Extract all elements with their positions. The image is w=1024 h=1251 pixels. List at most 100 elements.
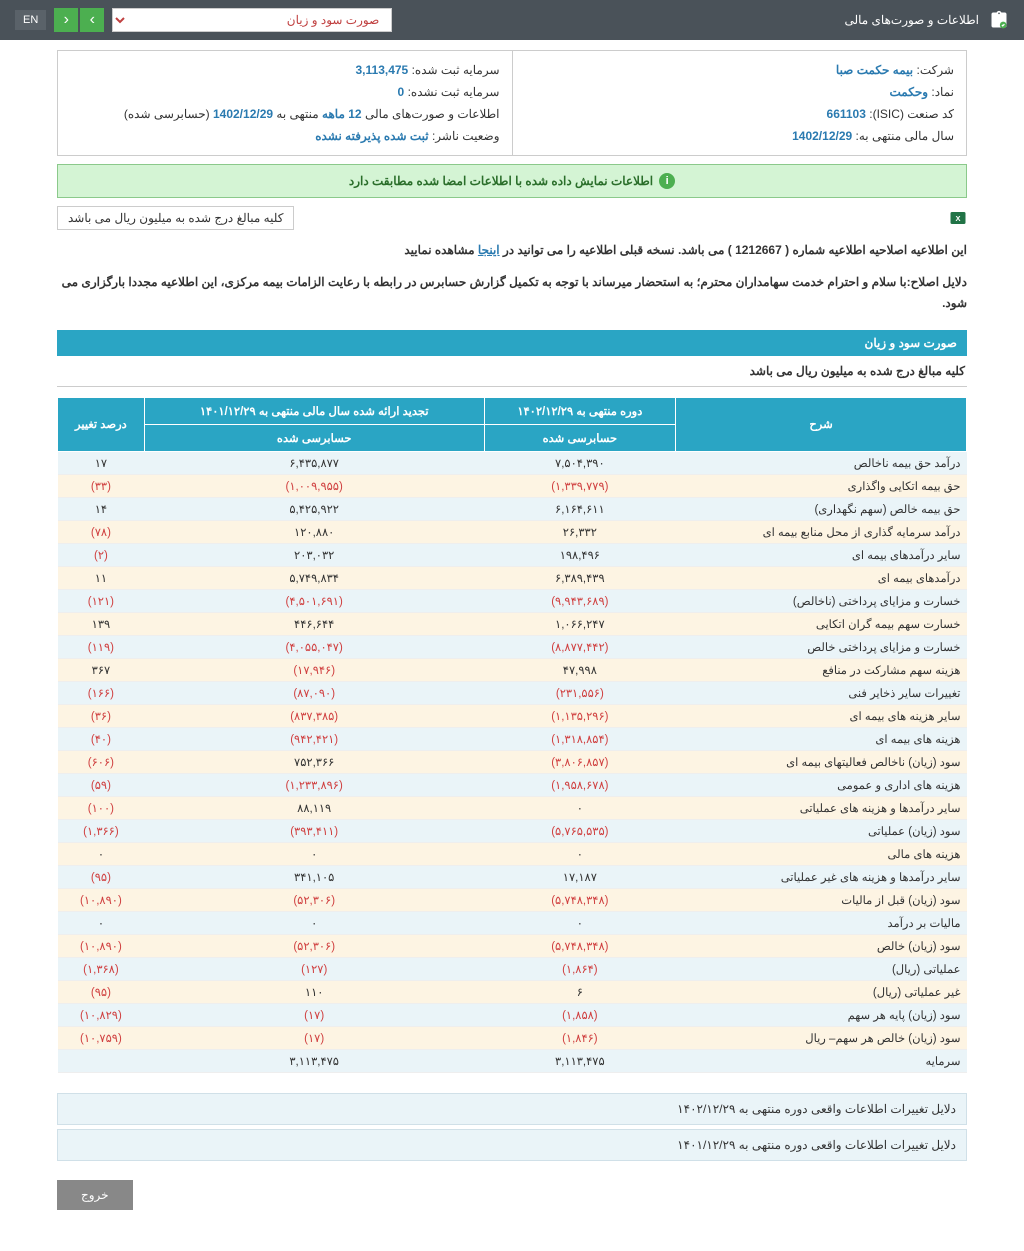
- cell-desc: سود (زیان) خالص: [676, 934, 967, 957]
- cell-v2: (۵۲,۳۰۶): [144, 934, 484, 957]
- cell-v1: (۱,۳۳۹,۷۷۹): [484, 474, 676, 497]
- cell-v1: ۷,۵۰۴,۳۹۰: [484, 451, 676, 474]
- table-row: سود (زیان) پایه هر سهم(۱,۸۵۸)(۱۷)(۱۰,۸۲۹…: [58, 1003, 967, 1026]
- th-change: درصد تغییر: [58, 397, 145, 451]
- table-body: درآمد حق بیمه ناخالص۷,۵۰۴,۳۹۰۶,۴۳۵,۸۷۷۱۷…: [58, 451, 967, 1072]
- cell-desc: هزینه های مالی: [676, 842, 967, 865]
- cell-change: (۳۶): [58, 704, 145, 727]
- table-row: سرمایه۳,۱۱۳,۴۷۵۳,۱۱۳,۴۷۵: [58, 1049, 967, 1072]
- clipboard-icon: [989, 8, 1009, 32]
- cell-v1: ۶: [484, 980, 676, 1003]
- table-row: هزینه های اداری و عمومی(۱,۹۵۸,۶۷۸)(۱,۲۳۳…: [58, 773, 967, 796]
- cell-desc: درآمد حق بیمه ناخالص: [676, 451, 967, 474]
- cap-reg-value: 3,113,475: [356, 63, 409, 77]
- cell-desc: هزینه های اداری و عمومی: [676, 773, 967, 796]
- cell-change: ۰: [58, 911, 145, 934]
- table-row: هزینه سهم مشارکت در منافع۴۷,۹۹۸(۱۷,۹۴۶)۳…: [58, 658, 967, 681]
- th-period2: تجدید ارائه شده سال مالی منتهی به ۱۴۰۱/۱…: [144, 397, 484, 424]
- period-end-pre: منتهی به: [276, 107, 318, 121]
- table-row: خسارت و مزایای پرداختی خالص(۸,۸۷۷,۴۴۲)(۴…: [58, 635, 967, 658]
- exit-button[interactable]: خروج: [57, 1180, 133, 1210]
- cell-v1: (۲۳۱,۵۵۶): [484, 681, 676, 704]
- th-desc: شرح: [676, 397, 967, 451]
- cell-v2: ۰: [144, 842, 484, 865]
- cell-v2: ۳,۱۱۳,۴۷۵: [144, 1049, 484, 1072]
- cell-v2: (۱۷): [144, 1026, 484, 1049]
- cell-v1: (۱,۱۳۵,۲۹۶): [484, 704, 676, 727]
- cell-desc: خسارت و مزایای پرداختی (ناخالص): [676, 589, 967, 612]
- footer-row-1[interactable]: دلایل تغییرات اطلاعات واقعی دوره منتهی ب…: [57, 1093, 967, 1125]
- amendment-reason: دلایل اصلاح:با سلام و احترام خدمت سهامدا…: [57, 272, 967, 315]
- cell-desc: سود (زیان) قبل از مالیات: [676, 888, 967, 911]
- info-icon: i: [659, 173, 675, 189]
- excel-icon[interactable]: X: [949, 209, 967, 227]
- footer-row-2[interactable]: دلایل تغییرات اطلاعات واقعی دوره منتهی ب…: [57, 1129, 967, 1161]
- topbar-right: اطلاعات و صورت‌های مالی: [844, 8, 1009, 32]
- nav-arrows: › ‹: [54, 8, 104, 32]
- cell-v2: (۱۷,۹۴۶): [144, 658, 484, 681]
- prev-version-link[interactable]: اینجا: [478, 243, 500, 257]
- symbol-label: نماد:: [931, 85, 954, 99]
- table-row: سود (زیان) ناخالص فعالیتهای بیمه ای(۳,۸۰…: [58, 750, 967, 773]
- table-row: سایر درآمدها و هزینه های غیر عملیاتی۱۷,۱…: [58, 865, 967, 888]
- footer-rows: دلایل تغییرات اطلاعات واقعی دوره منتهی ب…: [57, 1093, 967, 1161]
- cell-v1: ۱,۰۶۶,۲۴۷: [484, 612, 676, 635]
- cell-desc: خسارت سهم بیمه گران اتکایی: [676, 612, 967, 635]
- cell-v2: ۸۸,۱۱۹: [144, 796, 484, 819]
- cell-v2: (۹۴۲,۴۲۱): [144, 727, 484, 750]
- report-dropdown[interactable]: صورت سود و زیان: [112, 8, 392, 32]
- table-row: سایر درآمدها و هزینه های عملیاتی۰۸۸,۱۱۹(…: [58, 796, 967, 819]
- table-row: حق بیمه اتکایی واگذاری(۱,۳۳۹,۷۷۹)(۱,۰۰۹,…: [58, 474, 967, 497]
- cell-desc: هزینه های بیمه ای: [676, 727, 967, 750]
- cell-v2: ۰: [144, 911, 484, 934]
- cell-change: (۹۵): [58, 980, 145, 1003]
- cell-desc: خسارت و مزایای پرداختی خالص: [676, 635, 967, 658]
- table-row: خسارت سهم بیمه گران اتکایی۱,۰۶۶,۲۴۷۴۴۶,۶…: [58, 612, 967, 635]
- cell-change: (۱۲۱): [58, 589, 145, 612]
- cell-v2: (۱۷): [144, 1003, 484, 1026]
- cell-v1: ۱۹۸,۴۹۶: [484, 543, 676, 566]
- main-container: شرکت: بیمه حکمت صبا نماد: وحکمت کد صنعت …: [42, 40, 982, 1235]
- topbar-left: صورت سود و زیان › ‹ EN: [15, 8, 392, 32]
- nav-next[interactable]: ›: [80, 8, 104, 32]
- period-months: 12 ماهه: [322, 107, 362, 121]
- table-row: حق بیمه خالص (سهم نگهداری)۶,۱۶۴,۶۱۱۵,۴۲۵…: [58, 497, 967, 520]
- cell-v2: ۵,۷۴۹,۸۳۴: [144, 566, 484, 589]
- table-row: خسارت و مزایای پرداختی (ناخالص)(۹,۹۴۳,۶۸…: [58, 589, 967, 612]
- cell-desc: درآمدهای بیمه ای: [676, 566, 967, 589]
- table-row: عملیاتی (ریال)(۱,۸۶۴)(۱۲۷)(۱,۳۶۸): [58, 957, 967, 980]
- cell-desc: غیر عملیاتی (ریال): [676, 980, 967, 1003]
- cell-v2: (۴,۵۰۱,۶۹۱): [144, 589, 484, 612]
- th-audited2: حسابرسی شده: [144, 424, 484, 451]
- section-header: صورت سود و زیان: [57, 330, 967, 356]
- cell-desc: حق بیمه اتکایی واگذاری: [676, 474, 967, 497]
- cell-change: (۴۰): [58, 727, 145, 750]
- cell-v1: ۱۷,۱۸۷: [484, 865, 676, 888]
- cell-v1: ۲۶,۳۳۲: [484, 520, 676, 543]
- cell-change: ۰: [58, 842, 145, 865]
- section-sub: کلیه مبالغ درج شده به میلیون ریال می باش…: [57, 356, 967, 387]
- cap-unreg-value: 0: [398, 85, 405, 99]
- cell-change: (۷۸): [58, 520, 145, 543]
- table-row: غیر عملیاتی (ریال)۶۱۱۰(۹۵): [58, 980, 967, 1003]
- cell-v2: ۱۱۰: [144, 980, 484, 1003]
- cell-change: (۱۰,۸۹۰): [58, 888, 145, 911]
- period-end: 1402/12/29: [213, 107, 273, 121]
- nav-prev[interactable]: ‹: [54, 8, 78, 32]
- cap-reg-label: سرمایه ثبت شده:: [412, 63, 500, 77]
- publisher-label: وضعیت ناشر:: [432, 129, 500, 143]
- svg-text:X: X: [955, 214, 960, 223]
- table-row: سود (زیان) خالص هر سهم– ریال(۱,۸۴۶)(۱۷)(…: [58, 1026, 967, 1049]
- lang-toggle[interactable]: EN: [15, 10, 46, 30]
- cell-desc: سود (زیان) عملیاتی: [676, 819, 967, 842]
- cell-change: (۱۶۶): [58, 681, 145, 704]
- cell-change: (۱۰,۸۲۹): [58, 1003, 145, 1026]
- cell-v1: (۳,۸۰۶,۸۵۷): [484, 750, 676, 773]
- cell-change: (۳۳): [58, 474, 145, 497]
- cell-v2: (۸۷,۰۹۰): [144, 681, 484, 704]
- cell-change: [58, 1049, 145, 1072]
- cell-change: ۱۷: [58, 451, 145, 474]
- cell-change: ۱۴: [58, 497, 145, 520]
- cell-change: (۲): [58, 543, 145, 566]
- currency-notice: کلیه مبالغ درج شده به میلیون ریال می باش…: [57, 206, 294, 230]
